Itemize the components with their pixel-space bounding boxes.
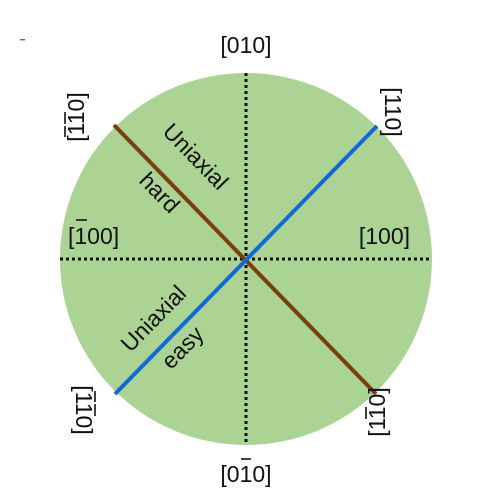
- label-dir-100-right: [100]: [359, 223, 410, 249]
- label-dir-010-top: [010]: [220, 32, 271, 58]
- label-dir-0-10-bottom: [010]: [220, 461, 271, 487]
- label-dir-lower-left-group: [110]: [71, 385, 97, 434]
- label-dir-upper-right-group: [110]: [380, 87, 406, 136]
- label-dir-upper-right: [110]: [380, 87, 406, 136]
- label-dir-100-left: [100]: [68, 223, 119, 249]
- label-dir-upper-left-group: [110]: [63, 92, 89, 141]
- label-dir-lower-right: [110]: [364, 387, 390, 436]
- stray-mark: [20, 39, 25, 41]
- label-dir-lower-left: [110]: [71, 385, 97, 434]
- uniaxial-easy-axis: [113, 124, 379, 396]
- label-dir-upper-left: [110]: [63, 92, 89, 141]
- label-dir-lower-right-group: [110]: [364, 387, 390, 436]
